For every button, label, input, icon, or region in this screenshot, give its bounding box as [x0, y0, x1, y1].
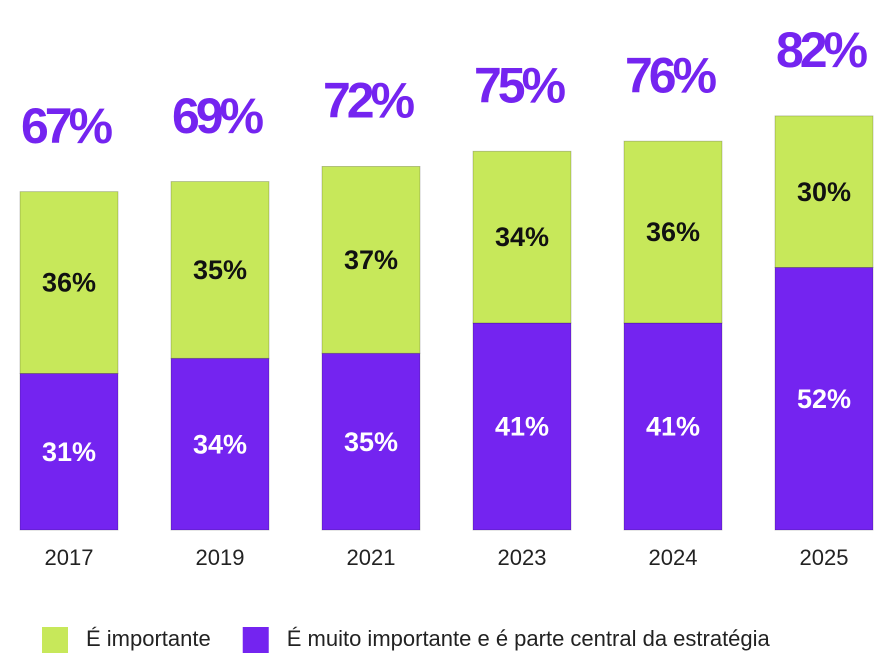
x-tick-label: 2019 — [196, 545, 245, 570]
legend-swatch — [242, 627, 269, 653]
bar-segment — [19, 191, 119, 374]
bar-segment — [170, 181, 270, 359]
total-label: 76% — [625, 47, 717, 103]
legend-label: É importante — [86, 626, 211, 651]
segment-label: 30% — [797, 177, 851, 207]
segment-label: 36% — [42, 268, 96, 298]
total-label: 69% — [172, 88, 264, 144]
total-label: 67% — [21, 98, 113, 154]
bar-segment — [623, 140, 723, 324]
x-tick-label: 2017 — [45, 545, 94, 570]
legend-label: É muito importante e é parte central da … — [287, 626, 771, 651]
legend-swatch — [42, 627, 68, 653]
x-tick-label: 2025 — [800, 545, 849, 570]
segment-label: 41% — [646, 412, 700, 442]
segment-label: 31% — [42, 437, 96, 467]
segment-label: 37% — [344, 245, 398, 275]
total-label: 82% — [776, 22, 868, 78]
bar-segment — [321, 165, 421, 354]
x-tick-label: 2023 — [498, 545, 547, 570]
bar-segment — [472, 322, 572, 531]
segment-label: 34% — [193, 429, 247, 459]
segment-label: 52% — [797, 384, 851, 414]
segment-label: 35% — [344, 427, 398, 457]
x-tick-label: 2021 — [347, 545, 396, 570]
segment-label: 41% — [495, 412, 549, 442]
segment-label: 36% — [646, 217, 700, 247]
bar-segment — [321, 352, 421, 531]
bar-segment — [774, 266, 874, 531]
bar-segment — [623, 322, 723, 531]
total-label: 75% — [474, 57, 566, 113]
bar-segment — [19, 373, 119, 531]
bar-segment — [774, 115, 874, 268]
segment-label: 34% — [495, 222, 549, 252]
bar-segment — [472, 150, 572, 324]
segment-label: 35% — [193, 255, 247, 285]
total-label: 72% — [323, 73, 415, 129]
x-tick-label: 2024 — [649, 545, 698, 570]
